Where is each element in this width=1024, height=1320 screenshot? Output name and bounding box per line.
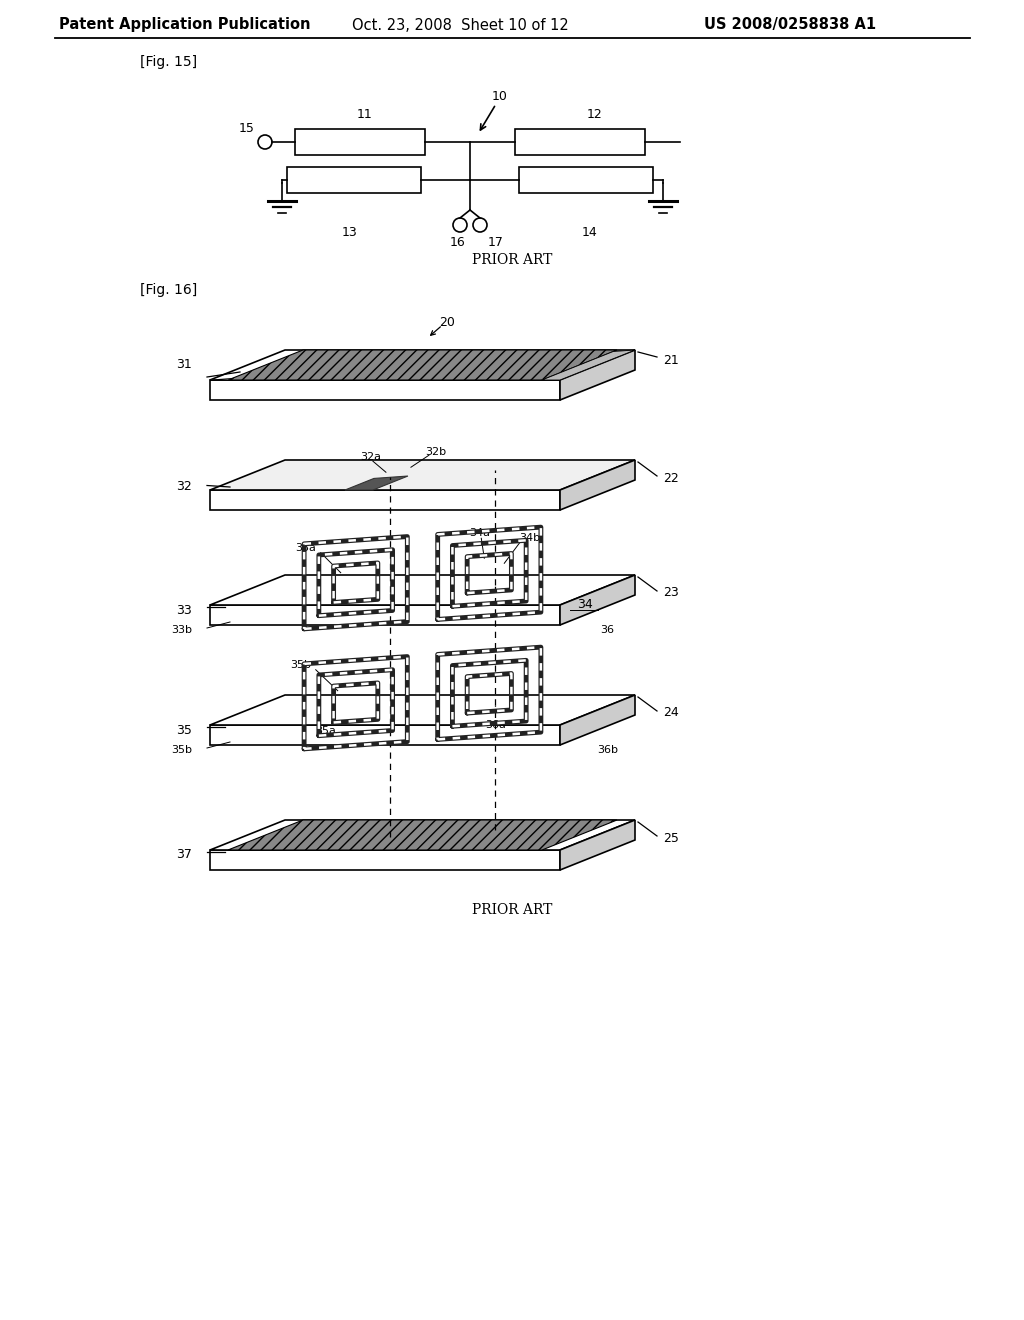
Text: 17: 17	[488, 236, 504, 249]
Polygon shape	[560, 576, 635, 624]
Polygon shape	[210, 459, 635, 490]
Text: 34b: 34b	[519, 533, 540, 544]
Polygon shape	[228, 350, 617, 380]
Polygon shape	[542, 350, 635, 380]
Text: 32a: 32a	[360, 453, 381, 462]
Polygon shape	[210, 576, 635, 605]
Text: 21: 21	[663, 354, 679, 367]
Text: 32: 32	[176, 480, 193, 494]
Text: Patent Application Publication: Patent Application Publication	[59, 17, 310, 33]
Text: 36a: 36a	[485, 719, 506, 730]
Text: 11: 11	[357, 107, 373, 120]
Text: 25: 25	[663, 832, 679, 845]
Polygon shape	[210, 380, 560, 400]
Text: 32b: 32b	[425, 447, 446, 457]
Bar	[287, 168, 421, 193]
Text: [Fig. 15]: [Fig. 15]	[140, 55, 198, 69]
Text: PRIOR ART: PRIOR ART	[472, 903, 552, 917]
Polygon shape	[210, 490, 560, 510]
Polygon shape	[210, 725, 560, 744]
Polygon shape	[560, 459, 635, 510]
Text: 12: 12	[587, 107, 603, 120]
Polygon shape	[210, 696, 635, 725]
Polygon shape	[210, 850, 560, 870]
Text: 35a: 35a	[315, 726, 336, 737]
Text: 22: 22	[663, 471, 679, 484]
Polygon shape	[210, 350, 635, 380]
Polygon shape	[210, 820, 635, 850]
Bar	[295, 129, 425, 154]
Polygon shape	[560, 820, 635, 870]
Text: 33a: 33a	[295, 543, 316, 553]
Polygon shape	[210, 605, 560, 624]
Polygon shape	[560, 696, 635, 744]
Text: 16: 16	[451, 236, 466, 249]
Text: 13: 13	[342, 226, 357, 239]
Text: PRIOR ART: PRIOR ART	[472, 253, 552, 267]
Polygon shape	[228, 820, 617, 850]
Bar	[515, 129, 645, 154]
Text: 24: 24	[663, 706, 679, 719]
Text: 34: 34	[577, 598, 593, 611]
Polygon shape	[210, 379, 231, 380]
Text: 23: 23	[663, 586, 679, 599]
Polygon shape	[560, 350, 635, 400]
Text: 35b: 35b	[290, 660, 311, 669]
Text: 34a: 34a	[469, 528, 489, 539]
Polygon shape	[345, 477, 408, 490]
Text: 15: 15	[239, 121, 255, 135]
Text: 14: 14	[582, 226, 598, 239]
Text: 10: 10	[492, 90, 508, 103]
Text: [Fig. 16]: [Fig. 16]	[140, 282, 198, 297]
Bar	[519, 168, 653, 193]
Text: 33b: 33b	[171, 624, 193, 635]
Text: 20: 20	[439, 315, 456, 329]
Text: 36b: 36b	[597, 744, 618, 755]
Text: 35: 35	[176, 723, 193, 737]
Text: Oct. 23, 2008  Sheet 10 of 12: Oct. 23, 2008 Sheet 10 of 12	[351, 17, 568, 33]
Text: 31: 31	[176, 359, 193, 371]
Text: 36: 36	[600, 624, 614, 635]
Text: US 2008/0258838 A1: US 2008/0258838 A1	[703, 17, 877, 33]
Text: 33: 33	[176, 603, 193, 616]
Text: 35b: 35b	[171, 744, 193, 755]
Text: 37: 37	[176, 849, 193, 862]
